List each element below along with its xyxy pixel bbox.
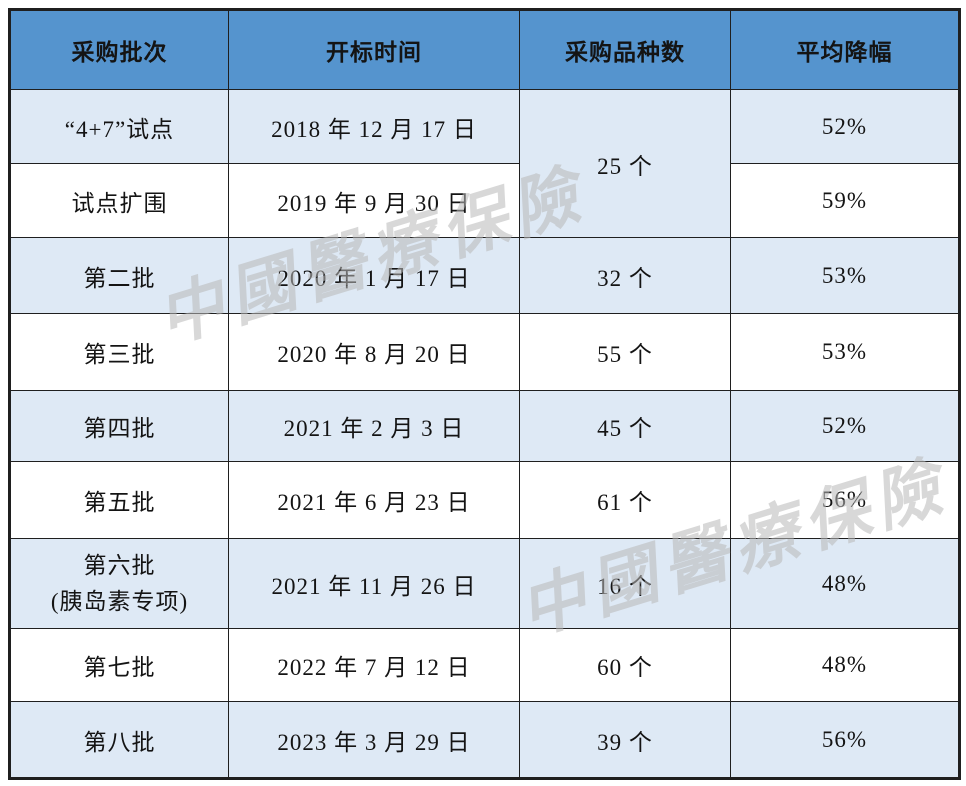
table-row: 第二批 2020 年 1 月 17 日 32 个 53% xyxy=(9,237,960,314)
header-row: 采购批次 开标时间 采购品种数 平均降幅 xyxy=(9,9,960,90)
cell-qty-merged: 25 个 xyxy=(519,89,731,238)
cell-batch: 第八批 xyxy=(9,701,229,779)
cell-pct: 56% xyxy=(730,701,960,779)
cell-qty: 39 个 xyxy=(519,701,731,779)
batch-line2: (胰岛素专项) xyxy=(50,588,189,614)
procurement-batch-table: 采购批次 开标时间 采购品种数 平均降幅 “4+7”试点 2018 年 12 月… xyxy=(8,8,961,780)
header-batch: 采购批次 xyxy=(9,9,229,90)
cell-batch: “4+7”试点 xyxy=(9,89,229,164)
cell-date: 2020 年 1 月 17 日 xyxy=(228,237,520,314)
cell-date: 2023 年 3 月 29 日 xyxy=(228,701,520,779)
table-row: 试点扩围 2019 年 9 月 30 日 59% xyxy=(9,163,960,238)
table-row: 第七批 2022 年 7 月 12 日 60 个 48% xyxy=(9,628,960,702)
cell-pct: 52% xyxy=(730,89,960,164)
cell-date: 2021 年 6 月 23 日 xyxy=(228,461,520,539)
cell-pct: 52% xyxy=(730,390,960,462)
cell-batch: 第五批 xyxy=(9,461,229,539)
cell-batch: 第四批 xyxy=(9,390,229,462)
cell-batch: 第七批 xyxy=(9,628,229,702)
cell-date: 2019 年 9 月 30 日 xyxy=(228,163,520,238)
table-row: 第四批 2021 年 2 月 3 日 45 个 52% xyxy=(9,390,960,462)
header-avg-reduction: 平均降幅 xyxy=(730,9,960,90)
cell-batch: 第三批 xyxy=(9,313,229,391)
cell-batch: 试点扩围 xyxy=(9,163,229,238)
table-row: 第六批 (胰岛素专项) 2021 年 11 月 26 日 16 个 48% xyxy=(9,538,960,629)
cell-pct: 59% xyxy=(730,163,960,238)
batch-line1: 第六批 xyxy=(83,552,156,578)
table-row: 第八批 2023 年 3 月 29 日 39 个 56% xyxy=(9,701,960,779)
cell-date: 2020 年 8 月 20 日 xyxy=(228,313,520,391)
cell-pct: 53% xyxy=(730,237,960,314)
cell-pct: 48% xyxy=(730,628,960,702)
cell-date: 2021 年 2 月 3 日 xyxy=(228,390,520,462)
cell-date: 2018 年 12 月 17 日 xyxy=(228,89,520,164)
cell-qty: 60 个 xyxy=(519,628,731,702)
cell-pct: 53% xyxy=(730,313,960,391)
cell-qty: 61 个 xyxy=(519,461,731,539)
cell-batch: 第六批 (胰岛素专项) xyxy=(9,538,229,629)
cell-date: 2021 年 11 月 26 日 xyxy=(228,538,520,629)
cell-pct: 56% xyxy=(730,461,960,539)
header-variety-count: 采购品种数 xyxy=(519,9,731,90)
cell-date: 2022 年 7 月 12 日 xyxy=(228,628,520,702)
cell-batch: 第二批 xyxy=(9,237,229,314)
cell-pct: 48% xyxy=(730,538,960,629)
cell-qty: 55 个 xyxy=(519,313,731,391)
table-row: 第三批 2020 年 8 月 20 日 55 个 53% xyxy=(9,313,960,391)
table-row: “4+7”试点 2018 年 12 月 17 日 25 个 52% xyxy=(9,89,960,238)
cell-qty: 32 个 xyxy=(519,237,731,314)
cell-qty: 45 个 xyxy=(519,390,731,462)
table-row: 第五批 2021 年 6 月 23 日 61 个 56% xyxy=(9,461,960,539)
cell-qty: 16 个 xyxy=(519,538,731,629)
header-open-date: 开标时间 xyxy=(228,9,520,90)
